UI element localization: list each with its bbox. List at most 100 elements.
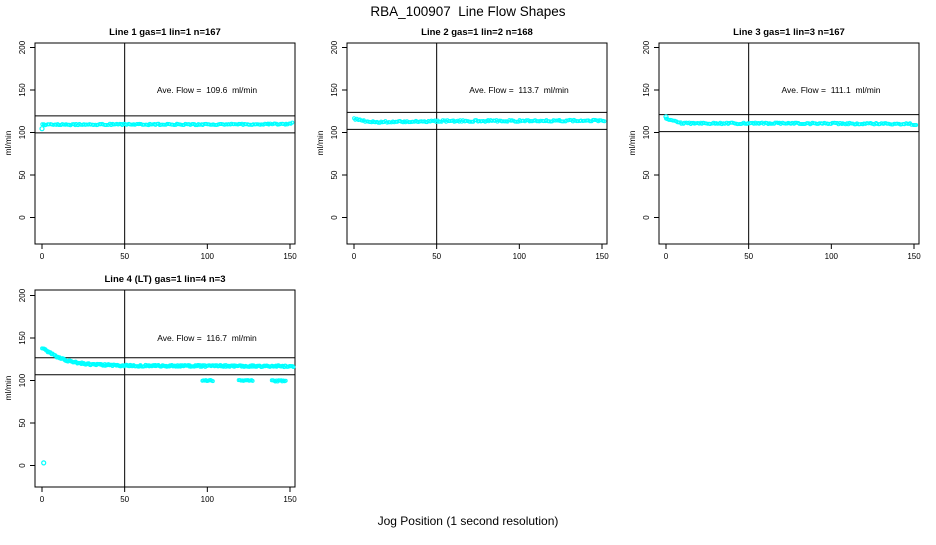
flow-point [283,378,288,383]
x-tick-label: 100 [201,252,215,261]
flow-point [797,121,802,126]
flow-point [914,123,919,127]
x-tick-label: 0 [40,495,45,504]
flow-point [708,122,713,126]
data-points [40,346,296,466]
panel-line-4: Line 4 (LT) gas=1 lin=4 n=3 Ave. Flow = … [3,274,297,504]
flow-point [888,122,893,127]
panel-line-3: Line 3 gas=1 lin=3 n=167 Ave. Flow = 111… [627,27,921,261]
x-tick-label: 0 [40,252,45,261]
y-tick-label: 150 [18,83,27,97]
data-points [663,114,919,127]
x-tick-label: 150 [283,252,297,261]
y-tick-label: 100 [330,125,339,139]
flow-point [598,118,603,123]
y-tick-label: 100 [642,125,651,139]
flow-point [129,122,134,127]
flow-point [210,379,215,384]
flow-point [722,121,727,126]
flow-point [149,122,153,127]
y-tick-label: 50 [330,170,339,179]
outlier-point [41,460,47,466]
x-tick-label: 100 [201,495,215,504]
plot-box [346,42,608,245]
x-tick-label: 50 [120,495,129,504]
y-tick-label: 0 [642,215,651,220]
flow-point [363,119,368,124]
flow-point [135,122,139,126]
y-tick-label: 100 [18,125,27,139]
panel-plot-area: 0 50 100 150 0 50 100 150 200 [18,288,297,504]
panel-title: Line 3 gas=1 lin=3 n=167 [733,27,845,38]
flow-point [477,119,482,123]
flow-point [591,117,596,122]
flow-point [463,118,468,123]
flow-point [440,118,445,123]
x-tick-label: 0 [664,252,669,261]
panel-line-2: Line 2 gas=1 lin=2 n=168 Ave. Flow = 113… [315,27,609,261]
x-tick-label: 0 [352,252,357,261]
y-tick-label: 50 [18,418,27,427]
flow-point [408,120,413,125]
panel-plot-area: 0 50 100 150 0 50 100 150 200 [18,40,297,261]
panel-plot-area: 0 50 100 150 0 50 100 150 200 [642,40,921,261]
x-tick-label: 150 [283,495,297,504]
y-tick-label: 0 [330,215,339,220]
y-tick-label: 0 [18,463,27,468]
plot-box [34,42,296,245]
x-tick-label: 150 [595,252,609,261]
flow-point [895,121,900,126]
y-tick-label: 50 [18,170,27,179]
y-axis-label: ml/min [3,130,13,155]
y-tick-label: 200 [642,40,651,54]
x-tick-label: 50 [120,252,129,261]
ave-flow-annotation: Ave. Flow = 113.7 ml/min [469,85,569,95]
flow-point [68,123,73,128]
flow-point [602,119,607,124]
panel-title: Line 4 (LT) gas=1 lin=4 n=3 [105,274,226,285]
flow-point [509,118,514,123]
flow-point [551,118,556,123]
flow-point [849,121,854,126]
data-points [39,120,295,132]
flow-point [250,378,255,383]
y-tick-label: 150 [330,83,339,97]
flow-point [290,120,295,125]
flow-point [104,123,109,127]
ave-flow-annotation: Ave. Flow = 109.6 ml/min [157,85,258,95]
y-tick-label: 50 [642,170,651,179]
y-tick-label: 200 [18,40,27,54]
y-axis-label: ml/min [315,130,325,155]
ave-flow-annotation: Ave. Flow = 116.7 ml/min [157,333,257,343]
panel-title: Line 2 gas=1 lin=2 n=168 [421,27,533,38]
y-tick-label: 150 [642,83,651,97]
data-points [352,116,607,125]
x-tick-label: 50 [432,252,441,261]
flow-point [254,122,258,127]
flow-point [232,122,237,127]
y-axis-label: ml/min [627,130,637,155]
flow-point [291,365,296,369]
x-tick-label: 50 [744,252,753,261]
x-axis-label: Jog Position (1 second resolution) [378,514,559,528]
y-tick-label: 0 [18,215,27,220]
figure-title: RBA_100907 Line Flow Shapes [370,4,565,19]
plot-box [34,289,296,488]
y-tick-label: 150 [18,331,27,345]
y-axis-label: ml/min [3,375,13,400]
panel-plot-area: 0 50 100 150 0 50 100 150 200 [330,40,609,261]
flow-point [479,119,484,124]
x-tick-label: 100 [513,252,527,261]
flow-point [770,121,774,126]
flow-point [133,122,137,127]
flow-point [57,123,61,127]
y-tick-label: 200 [18,288,27,302]
y-tick-label: 100 [18,373,27,387]
flow-point [823,121,828,126]
flow-point [268,121,273,126]
outlier-point [663,114,669,120]
ave-flow-annotation: Ave. Flow = 111.1 ml/min [782,85,881,95]
flow-point [429,118,434,123]
